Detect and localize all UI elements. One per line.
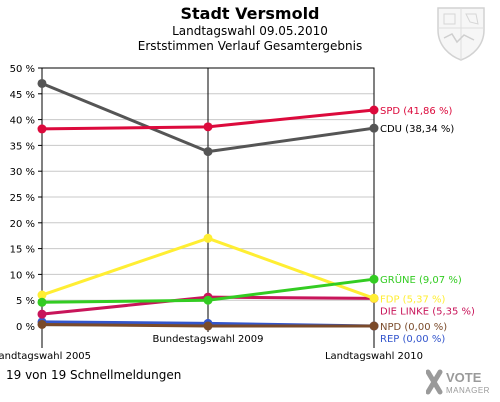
y-tick-label: 25 % [10,193,35,204]
y-tick-label: 50 % [10,64,35,75]
data-point-spd [369,105,379,115]
x-tick-label: Landtagswahl 2010 [325,351,423,362]
footer-note: 19 von 19 Schnellmeldungen [6,368,182,382]
coat-of-arms-icon [430,4,492,66]
chart-subtitle: Landtagswahl 09.05.2010 [172,24,328,38]
series-end-label-die-linke: DIE LINKE (5,35 %) [380,306,475,317]
y-tick-label: 35 % [10,141,35,152]
y-tick-label: 20 % [10,219,35,230]
y-tick-label: 10 % [10,270,35,281]
data-point-fdp [37,290,47,300]
data-point-grüne [369,274,379,284]
data-point-npd [369,321,379,331]
data-point-cdu [369,123,379,133]
series-end-label-grüne: GRÜNE (9,07 %) [380,273,462,286]
chart-title: Stadt Versmold [180,4,320,23]
series-end-label-rep: REP (0,00 %) [380,334,445,345]
chart-subtitle-2: Erststimmen Verlauf Gesamtergebnis [137,39,363,53]
data-point-fdp [203,233,213,243]
svg-text:MANAGER: MANAGER [446,386,490,395]
y-tick-label: 30 % [10,167,35,178]
data-point-grüne [37,297,47,307]
y-tick-label: 15 % [10,245,35,256]
y-tick-label: 45 % [10,90,35,101]
svg-text:VOTE: VOTE [446,370,482,385]
y-tick-label: 5 % [16,296,35,307]
data-point-npd [203,321,213,331]
data-point-grüne [203,295,213,305]
votemanager-logo: VOTE MANAGER [425,366,498,402]
data-point-cdu [203,147,213,157]
y-tick-label: 40 % [10,116,35,127]
data-point-spd [37,124,47,134]
series-end-label-npd: NPD (0,00 %) [380,322,447,333]
data-point-npd [37,319,47,329]
x-tick-label: Landtagswahl 2005 [0,351,91,362]
data-point-cdu [37,78,47,88]
series-end-label-fdp: FDP (5,37 %) [380,294,446,305]
series-end-label-spd: SPD (41,86 %) [380,106,452,117]
series-end-label-cdu: CDU (38,34 %) [380,124,454,135]
data-point-fdp [369,293,379,303]
data-point-spd [203,122,213,132]
y-tick-label: 0 % [16,322,35,333]
x-tick-label: Bundestagswahl 2009 [153,334,264,345]
data-point-die-linke [37,309,47,319]
